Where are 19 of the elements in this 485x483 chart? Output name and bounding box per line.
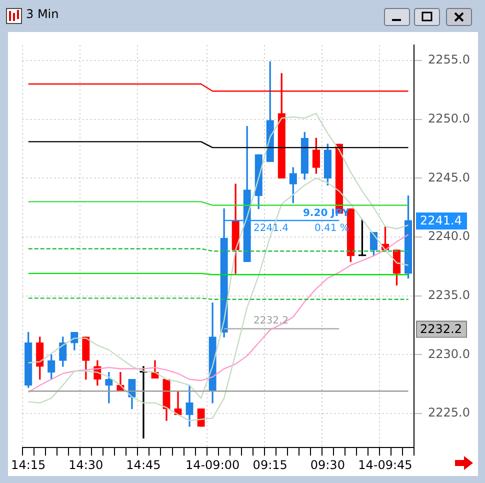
y-tick-label: 2245.0 <box>428 170 470 184</box>
x-tick-label: 14:15 <box>11 458 46 472</box>
y-tick-label: 2250.0 <box>428 111 470 126</box>
chart-title: 3 Min <box>26 7 59 21</box>
x-tick-label: 09:30 <box>310 458 345 472</box>
text: 2232.2 <box>420 322 462 336</box>
x-tick-label: 09:15 <box>252 458 288 472</box>
y-tick-label: 2225.0 <box>428 406 470 420</box>
x-tick-label: 14-09:45 <box>358 458 412 472</box>
annotation: 2241.4 <box>254 223 289 234</box>
y-tick-label: 2230.0 <box>428 346 470 361</box>
annotation: 2232.2 <box>254 315 289 326</box>
y-tick-label: 2240.0 <box>428 229 470 244</box>
x-tick-label: 14-09:00 <box>185 458 240 472</box>
text: 2241.4 <box>420 214 462 228</box>
x-tick-label: 14:30 <box>68 458 104 472</box>
y-tick-label: 2235.0 <box>428 288 470 302</box>
x-tick-label: 14:45 <box>126 458 161 472</box>
y-tick-label: 2255.0 <box>428 52 470 67</box>
